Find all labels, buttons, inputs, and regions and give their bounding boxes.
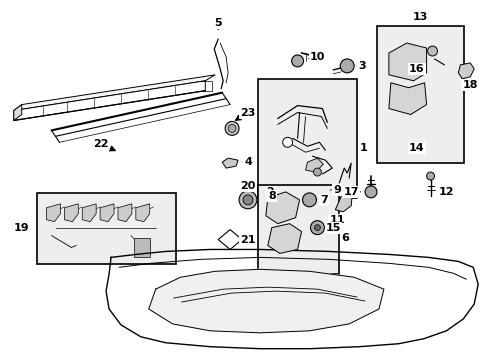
Circle shape bbox=[224, 121, 239, 135]
Bar bbox=[376, 26, 463, 163]
Polygon shape bbox=[136, 204, 149, 222]
Bar bbox=[257, 185, 339, 274]
Polygon shape bbox=[14, 75, 215, 111]
Polygon shape bbox=[64, 204, 78, 222]
Polygon shape bbox=[82, 204, 96, 222]
Polygon shape bbox=[46, 204, 61, 222]
Polygon shape bbox=[457, 63, 473, 79]
Text: 23: 23 bbox=[240, 108, 255, 117]
Text: 8: 8 bbox=[267, 191, 275, 201]
Text: 18: 18 bbox=[462, 80, 477, 90]
Circle shape bbox=[302, 193, 316, 207]
Text: 22: 22 bbox=[93, 139, 109, 149]
Text: 3: 3 bbox=[358, 61, 365, 71]
Text: 17: 17 bbox=[343, 187, 358, 197]
Circle shape bbox=[427, 46, 437, 56]
Circle shape bbox=[291, 55, 303, 67]
Text: 21: 21 bbox=[240, 234, 255, 244]
Text: 4: 4 bbox=[244, 157, 251, 167]
Circle shape bbox=[243, 195, 252, 205]
Text: 13: 13 bbox=[412, 12, 427, 22]
Polygon shape bbox=[106, 249, 477, 349]
Polygon shape bbox=[305, 158, 323, 172]
Text: 19: 19 bbox=[14, 222, 29, 233]
Text: 15: 15 bbox=[325, 222, 340, 233]
Circle shape bbox=[313, 168, 321, 176]
Polygon shape bbox=[337, 171, 348, 185]
Text: 5: 5 bbox=[214, 18, 222, 28]
Circle shape bbox=[314, 225, 320, 231]
Circle shape bbox=[426, 172, 434, 180]
Polygon shape bbox=[388, 43, 426, 81]
Bar bbox=[134, 238, 149, 257]
Circle shape bbox=[228, 125, 236, 132]
Circle shape bbox=[282, 137, 292, 147]
Text: 2: 2 bbox=[265, 187, 273, 197]
Text: 7: 7 bbox=[320, 195, 327, 205]
Polygon shape bbox=[267, 224, 301, 253]
Polygon shape bbox=[222, 158, 238, 168]
Circle shape bbox=[239, 191, 256, 209]
Polygon shape bbox=[14, 81, 205, 121]
Polygon shape bbox=[265, 192, 299, 224]
Text: 16: 16 bbox=[408, 64, 424, 74]
Text: 12: 12 bbox=[438, 187, 453, 197]
Polygon shape bbox=[335, 186, 352, 212]
Polygon shape bbox=[388, 83, 426, 114]
Bar bbox=[37, 193, 175, 264]
Polygon shape bbox=[148, 269, 383, 333]
Bar bbox=[257, 79, 356, 198]
Text: 6: 6 bbox=[341, 233, 348, 243]
Text: 9: 9 bbox=[333, 185, 341, 195]
Text: 1: 1 bbox=[359, 143, 366, 153]
Circle shape bbox=[340, 59, 353, 73]
Text: 20: 20 bbox=[240, 181, 255, 191]
Polygon shape bbox=[118, 204, 132, 222]
Circle shape bbox=[365, 186, 376, 198]
Polygon shape bbox=[218, 230, 242, 249]
Polygon shape bbox=[100, 204, 114, 222]
Circle shape bbox=[310, 221, 324, 235]
Text: 10: 10 bbox=[309, 52, 325, 62]
Text: 14: 14 bbox=[408, 143, 424, 153]
Polygon shape bbox=[14, 105, 21, 121]
Text: 11: 11 bbox=[329, 215, 345, 225]
